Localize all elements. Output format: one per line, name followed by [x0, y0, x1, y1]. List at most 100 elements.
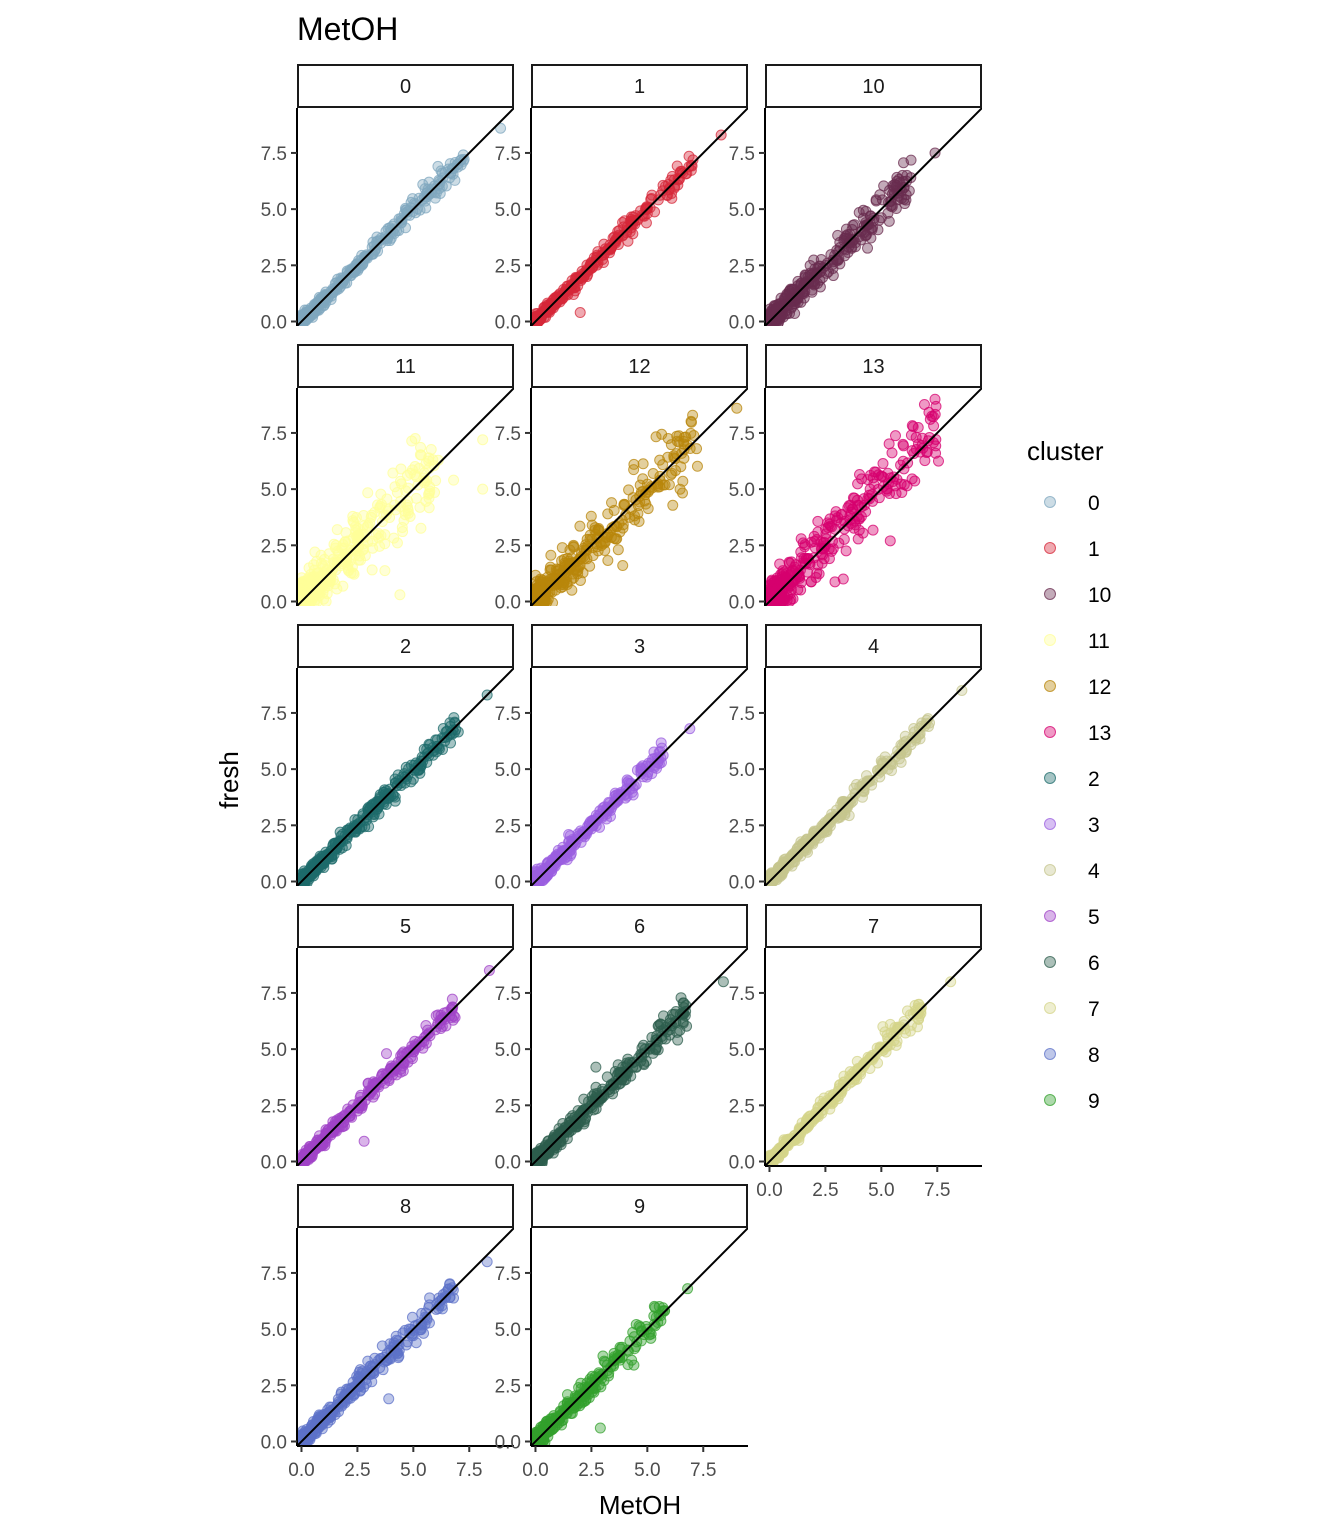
point	[886, 447, 898, 459]
point	[423, 492, 435, 504]
reference-line-1	[531, 108, 748, 326]
point	[889, 430, 901, 442]
y-tick-label: 7.5	[729, 424, 755, 445]
point	[867, 524, 879, 536]
point	[587, 820, 599, 832]
point	[297, 589, 308, 601]
point	[838, 533, 850, 545]
point	[912, 421, 924, 433]
point	[430, 734, 442, 746]
point	[782, 590, 794, 602]
panel-13: 130.02.55.07.5	[729, 344, 982, 614]
reference-line-13	[765, 388, 982, 606]
y-tick-label: 2.5	[495, 816, 521, 837]
point	[397, 526, 409, 538]
y-tick-label: 2.5	[261, 256, 287, 277]
reference-line-12	[531, 388, 748, 606]
point	[421, 756, 433, 768]
point	[563, 555, 575, 567]
y-tick-label: 5.0	[261, 760, 287, 781]
point	[683, 150, 695, 162]
point	[405, 776, 417, 788]
point	[653, 1019, 665, 1031]
strip-label-0: 0	[400, 76, 411, 98]
point	[872, 469, 884, 481]
strip-12	[531, 344, 748, 388]
point	[835, 509, 847, 521]
point	[406, 1311, 418, 1323]
point	[311, 298, 323, 310]
point	[380, 1048, 392, 1060]
point	[906, 445, 918, 457]
point	[642, 503, 654, 515]
point	[348, 568, 360, 580]
point	[812, 515, 824, 527]
strip-label-7: 7	[868, 916, 879, 938]
point	[659, 479, 671, 491]
y-tick-label: 7.5	[495, 144, 521, 165]
strip-label-8: 8	[400, 1196, 411, 1218]
points-7	[765, 976, 957, 1166]
panel-4: 40.02.55.07.5	[729, 624, 982, 894]
point	[804, 269, 816, 281]
panel-12: 120.02.55.07.5	[495, 344, 748, 614]
point	[685, 415, 697, 427]
point	[592, 524, 604, 536]
y-tick-label: 2.5	[495, 256, 521, 277]
point	[483, 964, 495, 976]
point	[445, 1003, 457, 1015]
point	[781, 289, 793, 301]
y-tick-label: 7.5	[261, 984, 287, 1005]
point	[879, 1026, 891, 1038]
chart-title: MetOH	[297, 11, 398, 47]
point	[880, 1040, 892, 1052]
point	[900, 194, 912, 206]
point	[583, 819, 595, 831]
y-tick-label: 7.5	[495, 704, 521, 725]
point	[827, 543, 839, 555]
point	[550, 1138, 562, 1150]
point	[671, 430, 683, 442]
point	[909, 475, 921, 487]
point	[843, 500, 855, 512]
strip-label-10: 10	[862, 76, 884, 98]
point	[621, 777, 633, 789]
point	[655, 752, 667, 764]
point	[864, 483, 876, 495]
y-tick-label: 0.0	[495, 593, 521, 614]
points-13	[765, 393, 944, 606]
point	[898, 157, 910, 169]
point	[628, 214, 640, 226]
point	[418, 743, 430, 755]
point	[387, 467, 399, 479]
y-tick-label: 0.0	[261, 873, 287, 894]
point	[343, 565, 355, 577]
strip-label-2: 2	[400, 636, 411, 658]
strip-13	[765, 344, 982, 388]
point	[365, 511, 377, 523]
point	[813, 568, 825, 580]
point	[619, 215, 631, 227]
point	[617, 560, 629, 572]
strip-label-11: 11	[395, 356, 416, 378]
point	[402, 507, 414, 519]
point	[374, 235, 386, 247]
point	[297, 575, 309, 587]
point	[401, 1047, 413, 1059]
point	[574, 520, 586, 532]
point	[558, 579, 570, 591]
points-6	[531, 976, 729, 1166]
point	[437, 172, 449, 184]
y-tick-label: 0.0	[261, 313, 287, 334]
y-tick-label: 5.0	[729, 480, 755, 501]
point	[444, 158, 456, 170]
point	[798, 287, 810, 299]
point	[347, 515, 359, 527]
y-tick-label: 2.5	[261, 816, 287, 837]
point	[905, 429, 917, 441]
point	[840, 545, 852, 557]
point	[391, 537, 403, 549]
point	[545, 564, 557, 576]
point	[646, 768, 658, 780]
point	[844, 237, 856, 249]
